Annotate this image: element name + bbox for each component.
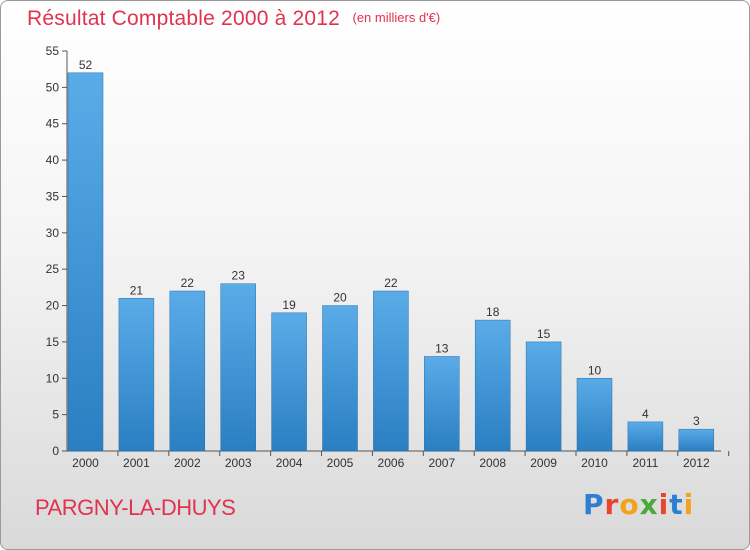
logo-letter: P — [583, 488, 605, 521]
commune-name: PARGNY-LA-DHUYS — [35, 495, 236, 520]
x-tick-label: 2004 — [276, 456, 303, 470]
chart-subtitle: (en milliers d'€) — [352, 10, 441, 25]
x-tick-label: 2000 — [72, 456, 99, 470]
bar-2011 — [627, 421, 664, 452]
bar-value-label: 18 — [486, 305, 500, 319]
logo-letter: t — [669, 488, 684, 521]
y-tick-label: 0 — [52, 444, 59, 458]
bar-2012 — [678, 428, 715, 452]
y-tick-label: 40 — [46, 153, 60, 167]
bar-2010 — [576, 378, 613, 452]
proxiti-logo: Proxiti — [583, 488, 694, 521]
x-tick-label: 2007 — [428, 456, 455, 470]
bar-value-label: 22 — [384, 276, 398, 290]
chart-title: Résultat Comptable 2000 à 2012 — [27, 7, 341, 30]
y-tick-label: 15 — [46, 335, 60, 349]
bar-value-label: 10 — [588, 363, 602, 377]
bar-value-label: 21 — [130, 283, 144, 297]
logo-letter: i — [658, 488, 670, 521]
x-tick-label: 2008 — [479, 456, 506, 470]
bar-value-label: 23 — [232, 269, 246, 283]
x-tick-label: 2009 — [530, 456, 557, 470]
bar-value-label: 15 — [537, 327, 551, 341]
logo-letter: o — [619, 488, 640, 521]
bar-2008 — [474, 319, 511, 452]
bar-value-label: 22 — [181, 276, 195, 290]
y-tick-label: 25 — [46, 262, 60, 276]
x-tick-label: 2003 — [225, 456, 252, 470]
bar-2002 — [169, 290, 206, 452]
bar-value-label: 52 — [79, 58, 93, 72]
x-tick-label: 2005 — [327, 456, 354, 470]
bar-2009 — [525, 341, 562, 452]
logo-letter: i — [683, 488, 695, 521]
x-tick-label: 2012 — [683, 456, 710, 470]
y-tick-label: 30 — [46, 226, 60, 240]
y-tick-label: 10 — [46, 371, 60, 385]
logo-letter: x — [639, 488, 659, 521]
x-tick-label: 2002 — [174, 456, 201, 470]
bar-2006 — [373, 290, 409, 452]
logo-letter: r — [604, 488, 620, 521]
x-tick-label: 2010 — [581, 456, 608, 470]
x-tick-label: 2001 — [123, 456, 150, 470]
bar-2000 — [67, 72, 104, 452]
y-tick-label: 45 — [46, 117, 60, 131]
bar-2003 — [220, 283, 256, 452]
x-tick-label: 2011 — [632, 456, 658, 470]
bar-2004 — [271, 312, 307, 452]
bar-value-label: 19 — [282, 298, 296, 312]
bar-value-label: 3 — [693, 414, 700, 428]
y-tick-label: 20 — [46, 299, 60, 313]
bar-2001 — [118, 298, 155, 452]
bar-2005 — [322, 305, 358, 452]
y-tick-label: 50 — [46, 80, 60, 94]
y-tick-label: 35 — [46, 189, 60, 203]
x-tick-label: 2006 — [378, 456, 405, 470]
chart-header: Résultat Comptable 2000 à 2012 (en milli… — [27, 7, 440, 31]
bar-value-label: 4 — [642, 407, 649, 421]
y-tick-label: 5 — [52, 408, 59, 422]
y-tick-label: 55 — [46, 44, 60, 58]
bar-value-label: 20 — [333, 291, 347, 305]
bar-value-label: 13 — [435, 341, 449, 355]
bar-2007 — [424, 356, 460, 452]
